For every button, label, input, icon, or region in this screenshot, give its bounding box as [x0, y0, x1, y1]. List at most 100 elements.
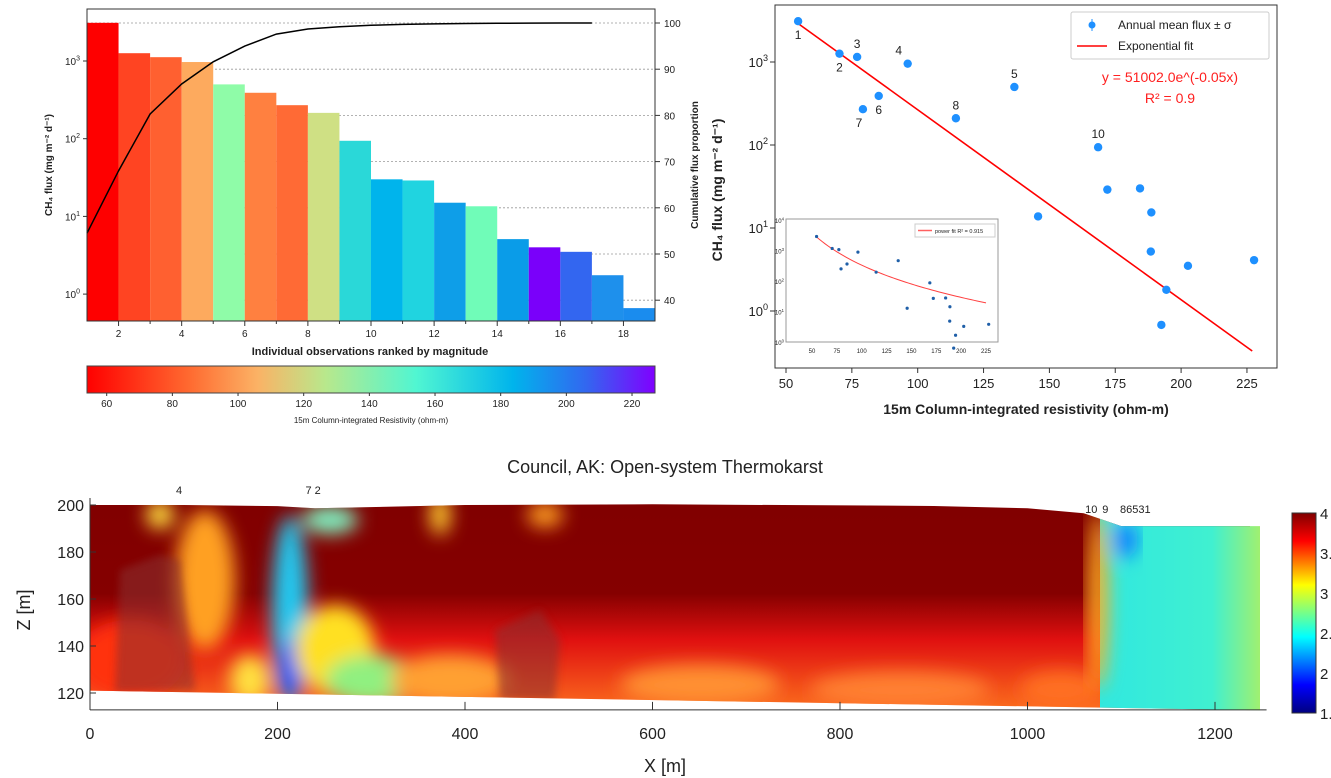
point-label: 3: [854, 37, 861, 51]
fit-equation: y = 51002.0e^(-0.05x): [1102, 69, 1238, 85]
data-point: [1146, 247, 1156, 256]
inset-x-tick-label: 200: [956, 349, 967, 355]
bar-rank-3: [150, 57, 182, 322]
data-point: [951, 114, 961, 123]
y-tick-label: 100: [748, 302, 768, 319]
inset-y-tick-label: 103: [775, 247, 785, 256]
resistivity-section-heatmap: Council, AK: Open-system Thermokarst: [14, 457, 1331, 776]
y-tick-label: 101: [748, 219, 768, 236]
colorbar-tick-label: 100: [230, 399, 247, 410]
inset-data-point: [944, 296, 948, 300]
inset-data-point: [874, 270, 878, 274]
y-tick-label: 100: [65, 289, 80, 302]
x-tick-label: 200: [1170, 376, 1192, 391]
bar-rank-11: [402, 180, 435, 321]
bar-rank-13: [465, 206, 498, 321]
inset-data-point: [948, 319, 952, 323]
y2-tick-label: 70: [664, 158, 676, 169]
inset-data-point: [931, 296, 935, 300]
data-point: [1103, 185, 1112, 194]
colorbar-tick-label: 4: [1320, 506, 1328, 523]
colorbar-tick-label: 180: [492, 399, 509, 410]
bar-rank-2: [118, 53, 151, 322]
colorbar-tick-label: 160: [427, 399, 444, 410]
heatmap-colorbar: [1291, 512, 1317, 714]
bar-rank-8: [307, 112, 340, 321]
site-label: 4: [176, 485, 182, 497]
inset-data-point: [814, 234, 819, 239]
inset-data-point: [837, 248, 841, 252]
inset-x-tick-label: 225: [981, 349, 992, 355]
x-tick-label: 10: [365, 329, 377, 340]
y-tick-label: 103: [748, 53, 768, 70]
inset-y-tick-label: 104: [775, 216, 785, 225]
inset-data-point: [953, 333, 958, 337]
y2-tick-label: 40: [664, 296, 676, 307]
data-point: [1157, 320, 1166, 330]
colorbar-tick-label: 140: [361, 399, 378, 410]
x-tick-label: 75: [845, 376, 859, 391]
bar-rank-12: [434, 202, 466, 321]
bar-rank-1: [87, 22, 119, 321]
inset-data-point: [987, 322, 991, 326]
resistivity-field: [90, 504, 1260, 711]
inset-x-tick-label: 50: [809, 349, 816, 355]
y2-axis-label: Cumulative flux proportion: [690, 101, 701, 229]
data-point: [1183, 261, 1193, 271]
data-point: [1093, 143, 1103, 152]
inset-x-tick-label: 150: [906, 349, 917, 355]
inset-x-tick-label: 125: [882, 349, 893, 355]
bar-rank-16: [560, 251, 592, 321]
x-tick-label: 200: [264, 726, 291, 743]
colorbar-tick-label: 2: [1320, 666, 1328, 683]
bar-rank-10: [371, 179, 403, 321]
site-label: 7 2: [305, 485, 320, 497]
data-point: [1249, 255, 1259, 265]
inset-data-point: [948, 305, 952, 309]
data-point: [858, 104, 868, 114]
colorbar-tick-label: 200: [558, 399, 575, 410]
inset-data-point: [962, 324, 966, 329]
bar-rank-7: [276, 105, 308, 321]
y2-tick-label: 60: [664, 204, 676, 215]
colorbar-tick-label: 1.5: [1320, 706, 1331, 723]
x-tick-label: 4: [179, 329, 185, 340]
inset-y-tick-label: 101: [775, 308, 785, 317]
inset-power-fit-line: [815, 236, 987, 304]
data-point: [793, 17, 803, 26]
point-label: 5: [1011, 67, 1018, 81]
x-tick-label: 175: [1104, 376, 1126, 391]
point-label: 4: [895, 44, 902, 58]
y2-tick-label: 100: [664, 19, 681, 30]
y2-tick-label: 90: [664, 65, 676, 76]
colorbar-tick-label: 2.5: [1320, 626, 1331, 643]
x-tick-label: 18: [618, 329, 630, 340]
y-tick-label: 103: [65, 56, 80, 69]
inset-x-tick-label: 175: [931, 349, 942, 355]
x-tick-label: 6: [242, 329, 248, 340]
colorbar-tick-label: 80: [167, 399, 179, 410]
resistivity-colorbar: [86, 365, 656, 394]
inset-legend-label: power fit R² = 0.915: [935, 229, 983, 235]
x-tick-label: 1000: [1010, 726, 1046, 743]
point-label: 8: [953, 98, 960, 112]
bar-rank-4: [181, 62, 214, 322]
bar-rank-9: [339, 140, 371, 321]
inset-x-tick-label: 100: [857, 349, 868, 355]
data-point: [835, 49, 844, 58]
ranked-flux-bar-chart: 40 50 60 70 80 90 100 100 101 102 103 2 4 6 8 10 12 14 16 1…: [44, 8, 701, 425]
x-tick-label: 600: [639, 726, 666, 743]
colorbar-tick-label: 3: [1320, 586, 1328, 603]
bar-rank-15: [528, 247, 561, 321]
chart-title: Council, AK: Open-system Thermokarst: [507, 457, 823, 477]
colorbar-tick-label: 120: [295, 399, 312, 410]
fit-r2: R² = 0.9: [1145, 90, 1195, 106]
x-tick-label: 800: [827, 726, 854, 743]
bar-rank-6: [244, 92, 277, 321]
colorbar-tick-label: 60: [101, 399, 113, 410]
y2-tick-label: 50: [664, 250, 676, 261]
x-tick-label: 0: [86, 726, 95, 743]
inset-data-point: [830, 246, 834, 251]
legend-label-points: Annual mean flux ± σ: [1118, 18, 1232, 32]
